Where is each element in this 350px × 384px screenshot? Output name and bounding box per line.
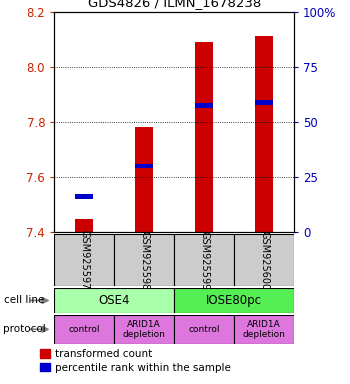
- Text: ARID1A
depletion: ARID1A depletion: [123, 319, 166, 339]
- Bar: [195, 42, 213, 232]
- FancyBboxPatch shape: [54, 288, 174, 313]
- Title: GDS4826 / ILMN_1678238: GDS4826 / ILMN_1678238: [88, 0, 261, 9]
- Text: control: control: [69, 325, 100, 334]
- Text: OSE4: OSE4: [98, 294, 130, 307]
- FancyBboxPatch shape: [114, 315, 174, 344]
- FancyBboxPatch shape: [114, 234, 174, 286]
- Bar: [255, 36, 273, 232]
- FancyBboxPatch shape: [54, 234, 114, 286]
- Text: protocol: protocol: [4, 324, 46, 334]
- FancyBboxPatch shape: [174, 234, 234, 286]
- Bar: [135, 127, 153, 232]
- Legend: transformed count, percentile rank within the sample: transformed count, percentile rank withi…: [40, 349, 231, 372]
- Text: control: control: [188, 325, 220, 334]
- Text: cell line: cell line: [4, 295, 44, 306]
- Text: IOSE80pc: IOSE80pc: [206, 294, 262, 307]
- FancyBboxPatch shape: [234, 234, 294, 286]
- Bar: [75, 194, 93, 199]
- FancyBboxPatch shape: [174, 315, 234, 344]
- Text: GSM925600: GSM925600: [259, 231, 269, 290]
- Text: GSM925598: GSM925598: [139, 230, 149, 290]
- Bar: [255, 100, 273, 105]
- Bar: [135, 164, 153, 168]
- FancyBboxPatch shape: [54, 315, 114, 344]
- Text: GSM925597: GSM925597: [79, 230, 89, 290]
- FancyBboxPatch shape: [174, 288, 294, 313]
- Bar: [75, 218, 93, 232]
- Text: GSM925599: GSM925599: [199, 230, 209, 290]
- FancyBboxPatch shape: [234, 315, 294, 344]
- Bar: [195, 103, 213, 108]
- Text: ARID1A
depletion: ARID1A depletion: [243, 319, 286, 339]
